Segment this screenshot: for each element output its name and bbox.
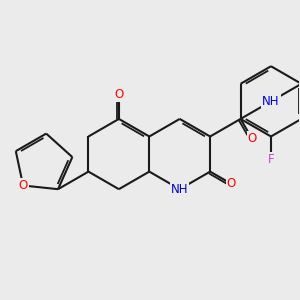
Text: NH: NH [171, 183, 188, 196]
Text: O: O [19, 179, 28, 192]
Text: NH: NH [262, 95, 280, 108]
Text: O: O [227, 177, 236, 190]
Text: F: F [268, 153, 274, 166]
Text: O: O [114, 88, 124, 101]
Text: O: O [248, 132, 256, 145]
